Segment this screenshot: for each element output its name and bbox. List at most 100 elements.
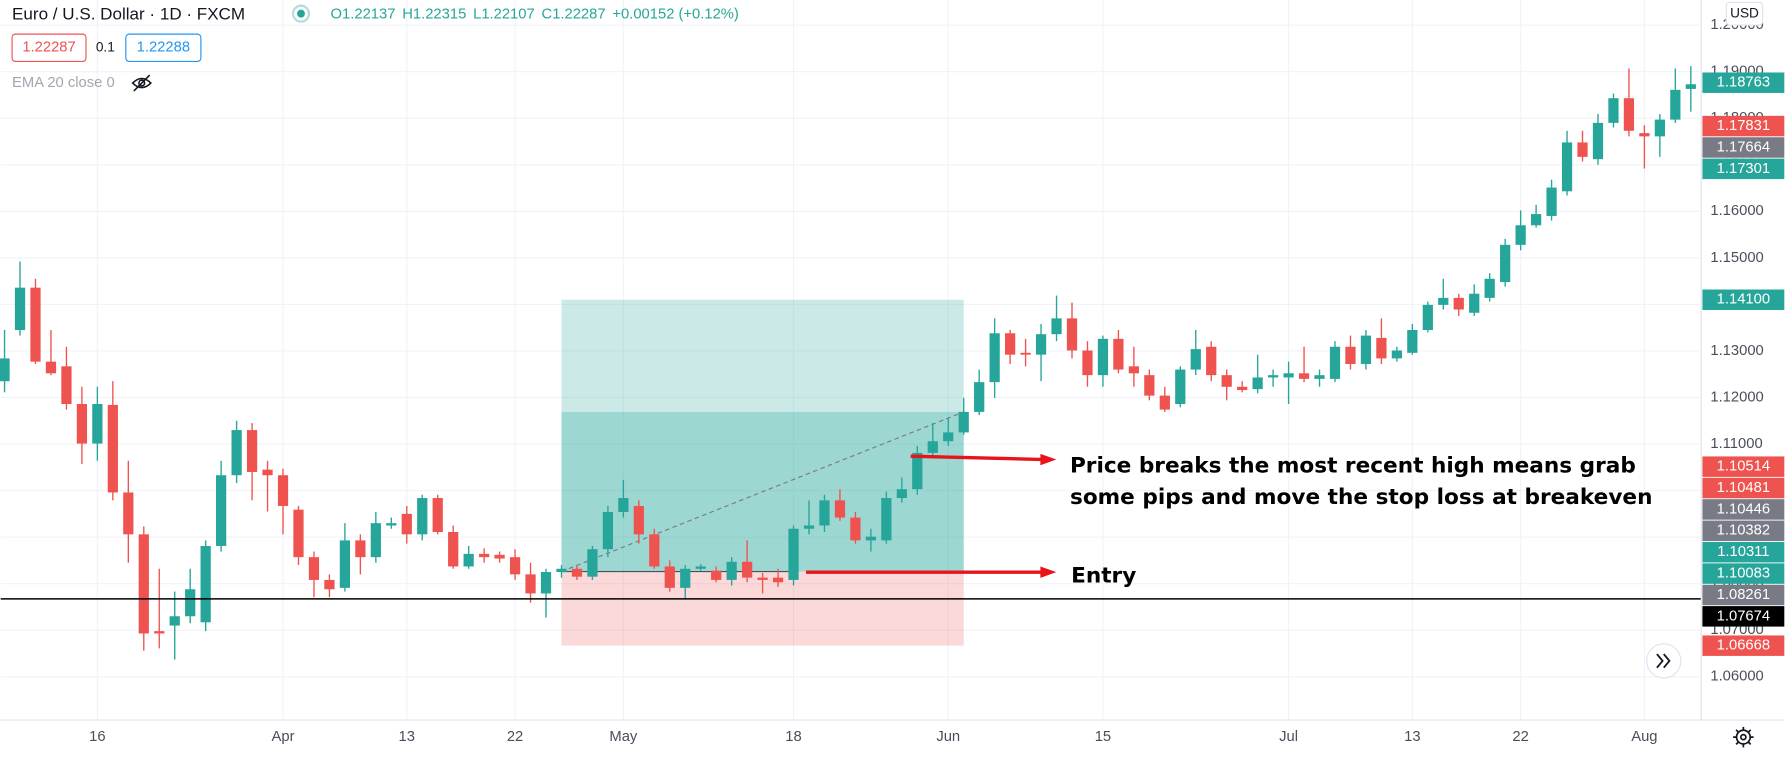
candle-body (571, 568, 583, 577)
price-tag (1702, 137, 1785, 158)
candle-body (1360, 335, 1372, 364)
candle-body (1608, 98, 1619, 123)
y-tick-label: 1.06000 (1710, 669, 1763, 685)
candle-body (1252, 377, 1263, 390)
candle-body (633, 505, 644, 535)
ohlc-value: C1.22287 (542, 7, 606, 23)
candle-body (1484, 278, 1495, 298)
candle-body (711, 570, 722, 580)
x-tick-label: 13 (1404, 729, 1420, 745)
candle-body (308, 557, 320, 580)
candle-body (1206, 346, 1217, 376)
candle-body (494, 554, 505, 559)
candle-body (1654, 119, 1665, 137)
scroll-chevrons (1656, 653, 1671, 669)
price-tag (1702, 563, 1785, 584)
price-tag-label: 1.10514 (1717, 459, 1770, 475)
candle-body (1623, 98, 1635, 131)
candle-body (138, 534, 149, 634)
candle-body (14, 287, 26, 331)
candle-body (1035, 334, 1047, 355)
hide-icon[interactable] (131, 74, 152, 92)
candle-body (1329, 346, 1341, 379)
candle-body (76, 404, 88, 444)
candle-body (1639, 133, 1650, 137)
annotation-text: some pips and move the stop loss at brea… (1070, 485, 1653, 510)
candle-body (1020, 352, 1031, 355)
candle-body (246, 430, 258, 472)
symbol-title: Euro / U.S. Dollar · 1D · FXCM (12, 4, 245, 23)
x-tick-label: 13 (399, 729, 415, 745)
annotation-text: Entry (1071, 564, 1136, 589)
price-tag-label: 1.10083 (1717, 565, 1770, 581)
price-tag-label: 1.10311 (1717, 544, 1769, 560)
price-tag-label: 1.06668 (1717, 638, 1770, 654)
ohlc-value: +0.00152 (+0.12%) (612, 7, 738, 23)
price-tag (1702, 606, 1785, 627)
candle-body (1082, 350, 1093, 376)
price-tag-label: 1.14100 (1717, 292, 1770, 308)
candle-body (1128, 366, 1140, 374)
price-tag (1702, 499, 1785, 520)
price-tag (1702, 72, 1785, 93)
candle-body (1051, 318, 1062, 335)
candle-body (927, 441, 938, 453)
market-status-dot (297, 9, 305, 18)
candle-body (231, 430, 242, 476)
gear-hub (1740, 733, 1747, 741)
price-tag (1702, 635, 1785, 656)
y-tick-label: 1.13000 (1710, 343, 1763, 359)
annotation-text: Price breaks the most recent high means … (1070, 453, 1636, 478)
candle-body (834, 500, 846, 518)
candle-body (1685, 84, 1696, 89)
buy-button[interactable] (125, 33, 202, 62)
candle-body (556, 568, 567, 573)
bid-price: 1.22287 (22, 40, 75, 56)
candle-body (726, 561, 737, 580)
candle-body (850, 517, 861, 541)
x-tick-label: 18 (785, 729, 801, 745)
candle-body (1422, 304, 1433, 331)
candle-body (432, 498, 443, 533)
price-tag (1702, 477, 1785, 499)
candle-body (370, 523, 381, 558)
candle-body (200, 545, 211, 623)
price-tag (1702, 158, 1785, 180)
price-tag-label: 1.08261 (1717, 587, 1770, 603)
price-tag-label: 1.17301 (1717, 161, 1770, 177)
settings-gear[interactable] (1733, 726, 1754, 748)
price-tag-label: 1.17831 (1717, 118, 1770, 134)
candle-body (680, 568, 691, 588)
candle-body (1237, 386, 1248, 391)
candle-body (277, 475, 289, 506)
candle-body (401, 513, 412, 535)
candle-body (1438, 297, 1449, 305)
annotation-arrow (910, 454, 1045, 462)
price-tags: 1.18763 1.17831 1.17664 1.17301 1.14100 1.105… (1702, 72, 1785, 656)
candle-body (649, 534, 660, 567)
candle-body (803, 525, 815, 529)
candle-body (1283, 373, 1294, 378)
ohlc-value: O1.22137 (331, 7, 396, 23)
candle-body (123, 492, 134, 535)
candle-body (1005, 333, 1016, 355)
x-tick-label: Aug (1631, 729, 1657, 745)
candle-body (1500, 244, 1511, 283)
candle-body (1097, 338, 1109, 376)
x-tick-label: May (609, 729, 638, 745)
candle-body (1391, 350, 1402, 359)
candle-body (958, 411, 969, 433)
candle-body (1469, 293, 1480, 313)
sell-button[interactable] (11, 33, 87, 62)
price-tag (1702, 541, 1785, 563)
ask-price: 1.22288 (137, 40, 190, 56)
candle-body (695, 566, 706, 569)
currency-box[interactable] (1725, 1, 1764, 26)
scroll-button[interactable] (1646, 643, 1682, 679)
candle-body (865, 536, 877, 541)
candle-body (1159, 395, 1170, 410)
candle-body (509, 557, 521, 575)
price-tag (1702, 456, 1785, 477)
